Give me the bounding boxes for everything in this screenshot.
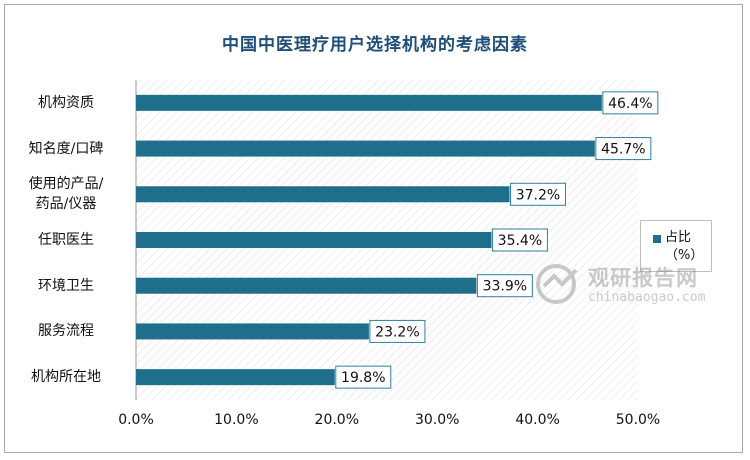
legend-swatch (653, 235, 661, 243)
watermark: 观研报告网 chinabaogao.com (532, 260, 732, 310)
category-label-line: 使用的产品/ (28, 176, 104, 193)
category-label-line: 知名度/口碑 (28, 140, 104, 157)
category-label: 服务流程 (6, 321, 126, 341)
data-label: 37.2% (516, 187, 560, 203)
category-label: 知名度/口碑 (6, 139, 126, 159)
chart-title: 中国中医理疗用户选择机构的考虑因素 (222, 35, 528, 55)
data-label-box (491, 228, 548, 252)
legend: 占比（%） (640, 220, 712, 272)
category-label-line: 药品/仪器 (35, 196, 97, 213)
watermark-cn: 观研报告网 (588, 266, 698, 290)
data-label: 23.2% (375, 324, 419, 340)
category-label-line: 机构资质 (38, 94, 94, 111)
x-tick-label: 50.0% (615, 412, 661, 428)
category-label: 机构资质 (6, 93, 126, 113)
data-label: 45.7% (601, 142, 645, 158)
data-label: 19.8% (341, 370, 385, 386)
category-label: 环境卫生 (6, 276, 126, 296)
data-label: 35.4% (498, 233, 542, 249)
x-tick-label: 10.0% (214, 412, 259, 428)
category-label-line: 服务流程 (38, 323, 94, 340)
category-label-line: 任职医生 (38, 232, 94, 248)
bar (136, 369, 335, 386)
x-tick-label: 30.0% (414, 412, 460, 428)
data-label: 33.9% (483, 279, 527, 295)
category-label: 使用的产品/药品/仪器 (6, 174, 126, 214)
category-label-line: 机构所在地 (31, 369, 101, 386)
category-label-line: 环境卫生 (38, 277, 94, 294)
x-tick-label: 20.0% (314, 412, 360, 428)
bar (136, 323, 369, 340)
bar (136, 94, 602, 111)
data-label-box (335, 365, 392, 389)
bar (136, 186, 510, 203)
bar (136, 232, 492, 248)
x-tick-label: 0.0% (118, 412, 154, 428)
x-tick-label: 40.0% (515, 412, 560, 428)
category-label: 机构所在地 (6, 367, 126, 387)
legend-label: 占比（%） (665, 230, 704, 263)
data-label-box (476, 274, 533, 298)
data-label-box (602, 91, 659, 115)
data-label-box (595, 137, 652, 161)
watermark-en: chinabaogao.com (588, 290, 706, 305)
data-label-box (369, 319, 426, 343)
data-label: 46.4% (608, 96, 652, 112)
bar (136, 277, 477, 294)
category-label: 任职医生 (6, 230, 126, 250)
watermark-logo-icon (536, 264, 578, 304)
data-label-box (509, 182, 566, 206)
bar (136, 140, 595, 157)
